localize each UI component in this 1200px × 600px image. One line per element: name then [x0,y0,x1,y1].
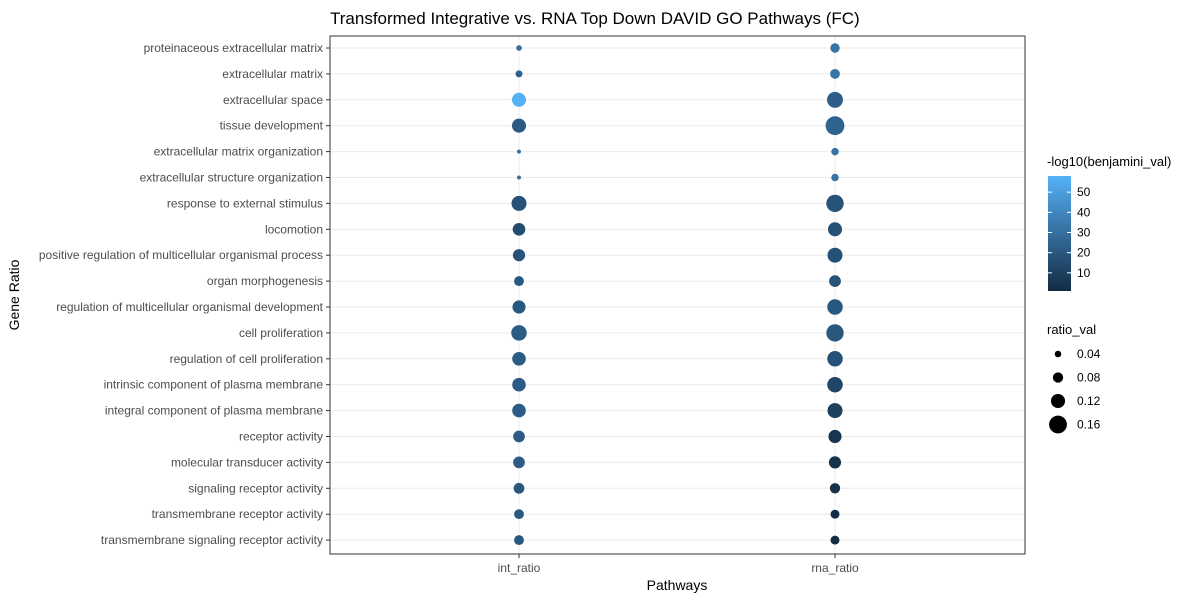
data-point-rna_ratio [828,456,842,469]
data-point-rna_ratio [831,147,839,156]
data-point-int_ratio [511,195,527,211]
data-point-int_ratio [513,430,525,443]
color-legend: -log10(benjamini_val) 10 20 30 40 50 [1047,154,1171,291]
color-legend-label: 40 [1077,205,1091,219]
data-point-int_ratio [516,45,522,51]
x-tick-label: rna_ratio [811,561,859,575]
y-tick-label: cell proliferation [239,326,323,340]
size-legend-dot [1050,393,1066,409]
data-point-rna_ratio [830,43,840,53]
chart-title: Transformed Integrative vs. RNA Top Down… [330,9,860,28]
y-tick-label: signaling receptor activity [188,481,323,495]
y-tick-label: positive regulation of multicellular org… [39,248,323,262]
x-axis-title: Pathways [647,577,708,593]
data-point-rna_ratio [827,299,843,315]
data-point-rna_ratio [827,351,843,367]
data-point-rna_ratio [829,483,841,494]
data-point-int_ratio [514,535,524,546]
y-tick-label: integral component of plasma membrane [105,404,323,418]
y-tick-label: extracellular matrix organization [154,145,323,159]
data-point-int_ratio [512,222,526,236]
data-point-int_ratio [512,403,526,418]
grid-lines [330,36,1025,554]
data-point-int_ratio [513,456,525,469]
y-tick-label: intrinsic component of plasma membrane [104,378,324,392]
size-legend-label: 0.16 [1077,418,1101,432]
data-point-rna_ratio [830,68,840,79]
y-axis-title: Gene Ratio [6,259,22,330]
size-legend-label: 0.08 [1077,371,1101,385]
color-legend-label: 50 [1077,185,1091,199]
color-bar [1048,176,1071,291]
data-point-rna_ratio [827,403,843,419]
color-legend-label: 20 [1077,246,1091,260]
y-tick-label: proteinaceous extracellular matrix [144,41,323,55]
size-legend-title: ratio_val [1047,322,1096,337]
color-legend-label: 30 [1077,225,1091,239]
size-legend-label: 0.12 [1077,394,1101,408]
data-point-int_ratio [512,249,526,262]
data-point-int_ratio [513,482,525,494]
data-point-int_ratio [514,509,524,520]
y-tick-label: tissue development [220,119,324,133]
data-point-rna_ratio [826,194,844,213]
size-legend: ratio_val 0.04 0.08 0.12 0.16 [1047,322,1101,434]
y-tick-label: molecular transducer activity [171,455,323,469]
data-point-int_ratio [511,118,527,133]
y-tick-label: transmembrane receptor activity [152,507,323,521]
data-point-int_ratio [512,377,526,392]
data-point-rna_ratio [827,91,843,108]
y-tick-label: response to external stimulus [167,196,323,210]
plot-panel-border [329,35,1026,555]
data-point-rna_ratio [831,173,839,182]
x-axis-tick-labels: int_ratio rna_ratio [498,554,859,575]
data-point-rna_ratio [825,116,845,136]
y-tick-label: extracellular structure organization [140,171,323,185]
x-tick-label: int_ratio [498,561,541,575]
data-point-rna_ratio [826,324,844,342]
y-tick-label: extracellular matrix [222,67,323,81]
data-point-rna_ratio [830,509,840,519]
y-tick-label: locomotion [265,222,323,236]
size-legend-dot [1054,350,1062,358]
data-point-int_ratio [511,325,527,341]
data-point-rna_ratio [828,429,842,444]
data-points [511,43,845,546]
data-point-rna_ratio [829,275,841,287]
size-legend-label: 0.04 [1077,347,1101,361]
data-point-int_ratio [515,70,523,78]
y-axis-tick-labels: proteinaceous extracellular matrix extrac… [39,41,330,547]
data-point-int_ratio [514,276,524,287]
size-legend-dot [1049,415,1067,434]
y-tick-label: organ morphogenesis [207,274,323,288]
data-point-int_ratio [517,175,521,180]
y-tick-label: transmembrane signaling receptor activit… [101,533,323,547]
color-legend-label: 10 [1077,266,1091,280]
y-tick-label: regulation of multicellular organismal d… [56,300,323,314]
y-tick-label: extracellular space [223,93,323,107]
data-point-int_ratio [512,300,526,314]
data-point-rna_ratio [827,247,843,263]
y-tick-label: receptor activity [239,430,323,444]
size-legend-dot [1052,372,1064,383]
data-point-int_ratio [517,149,521,154]
data-point-int_ratio [511,92,527,107]
color-legend-title: -log10(benjamini_val) [1047,154,1171,169]
y-tick-label: regulation of cell proliferation [170,352,323,366]
data-point-rna_ratio [827,376,843,393]
data-point-rna_ratio [827,222,843,237]
data-point-int_ratio [512,352,526,366]
data-point-rna_ratio [830,535,840,545]
